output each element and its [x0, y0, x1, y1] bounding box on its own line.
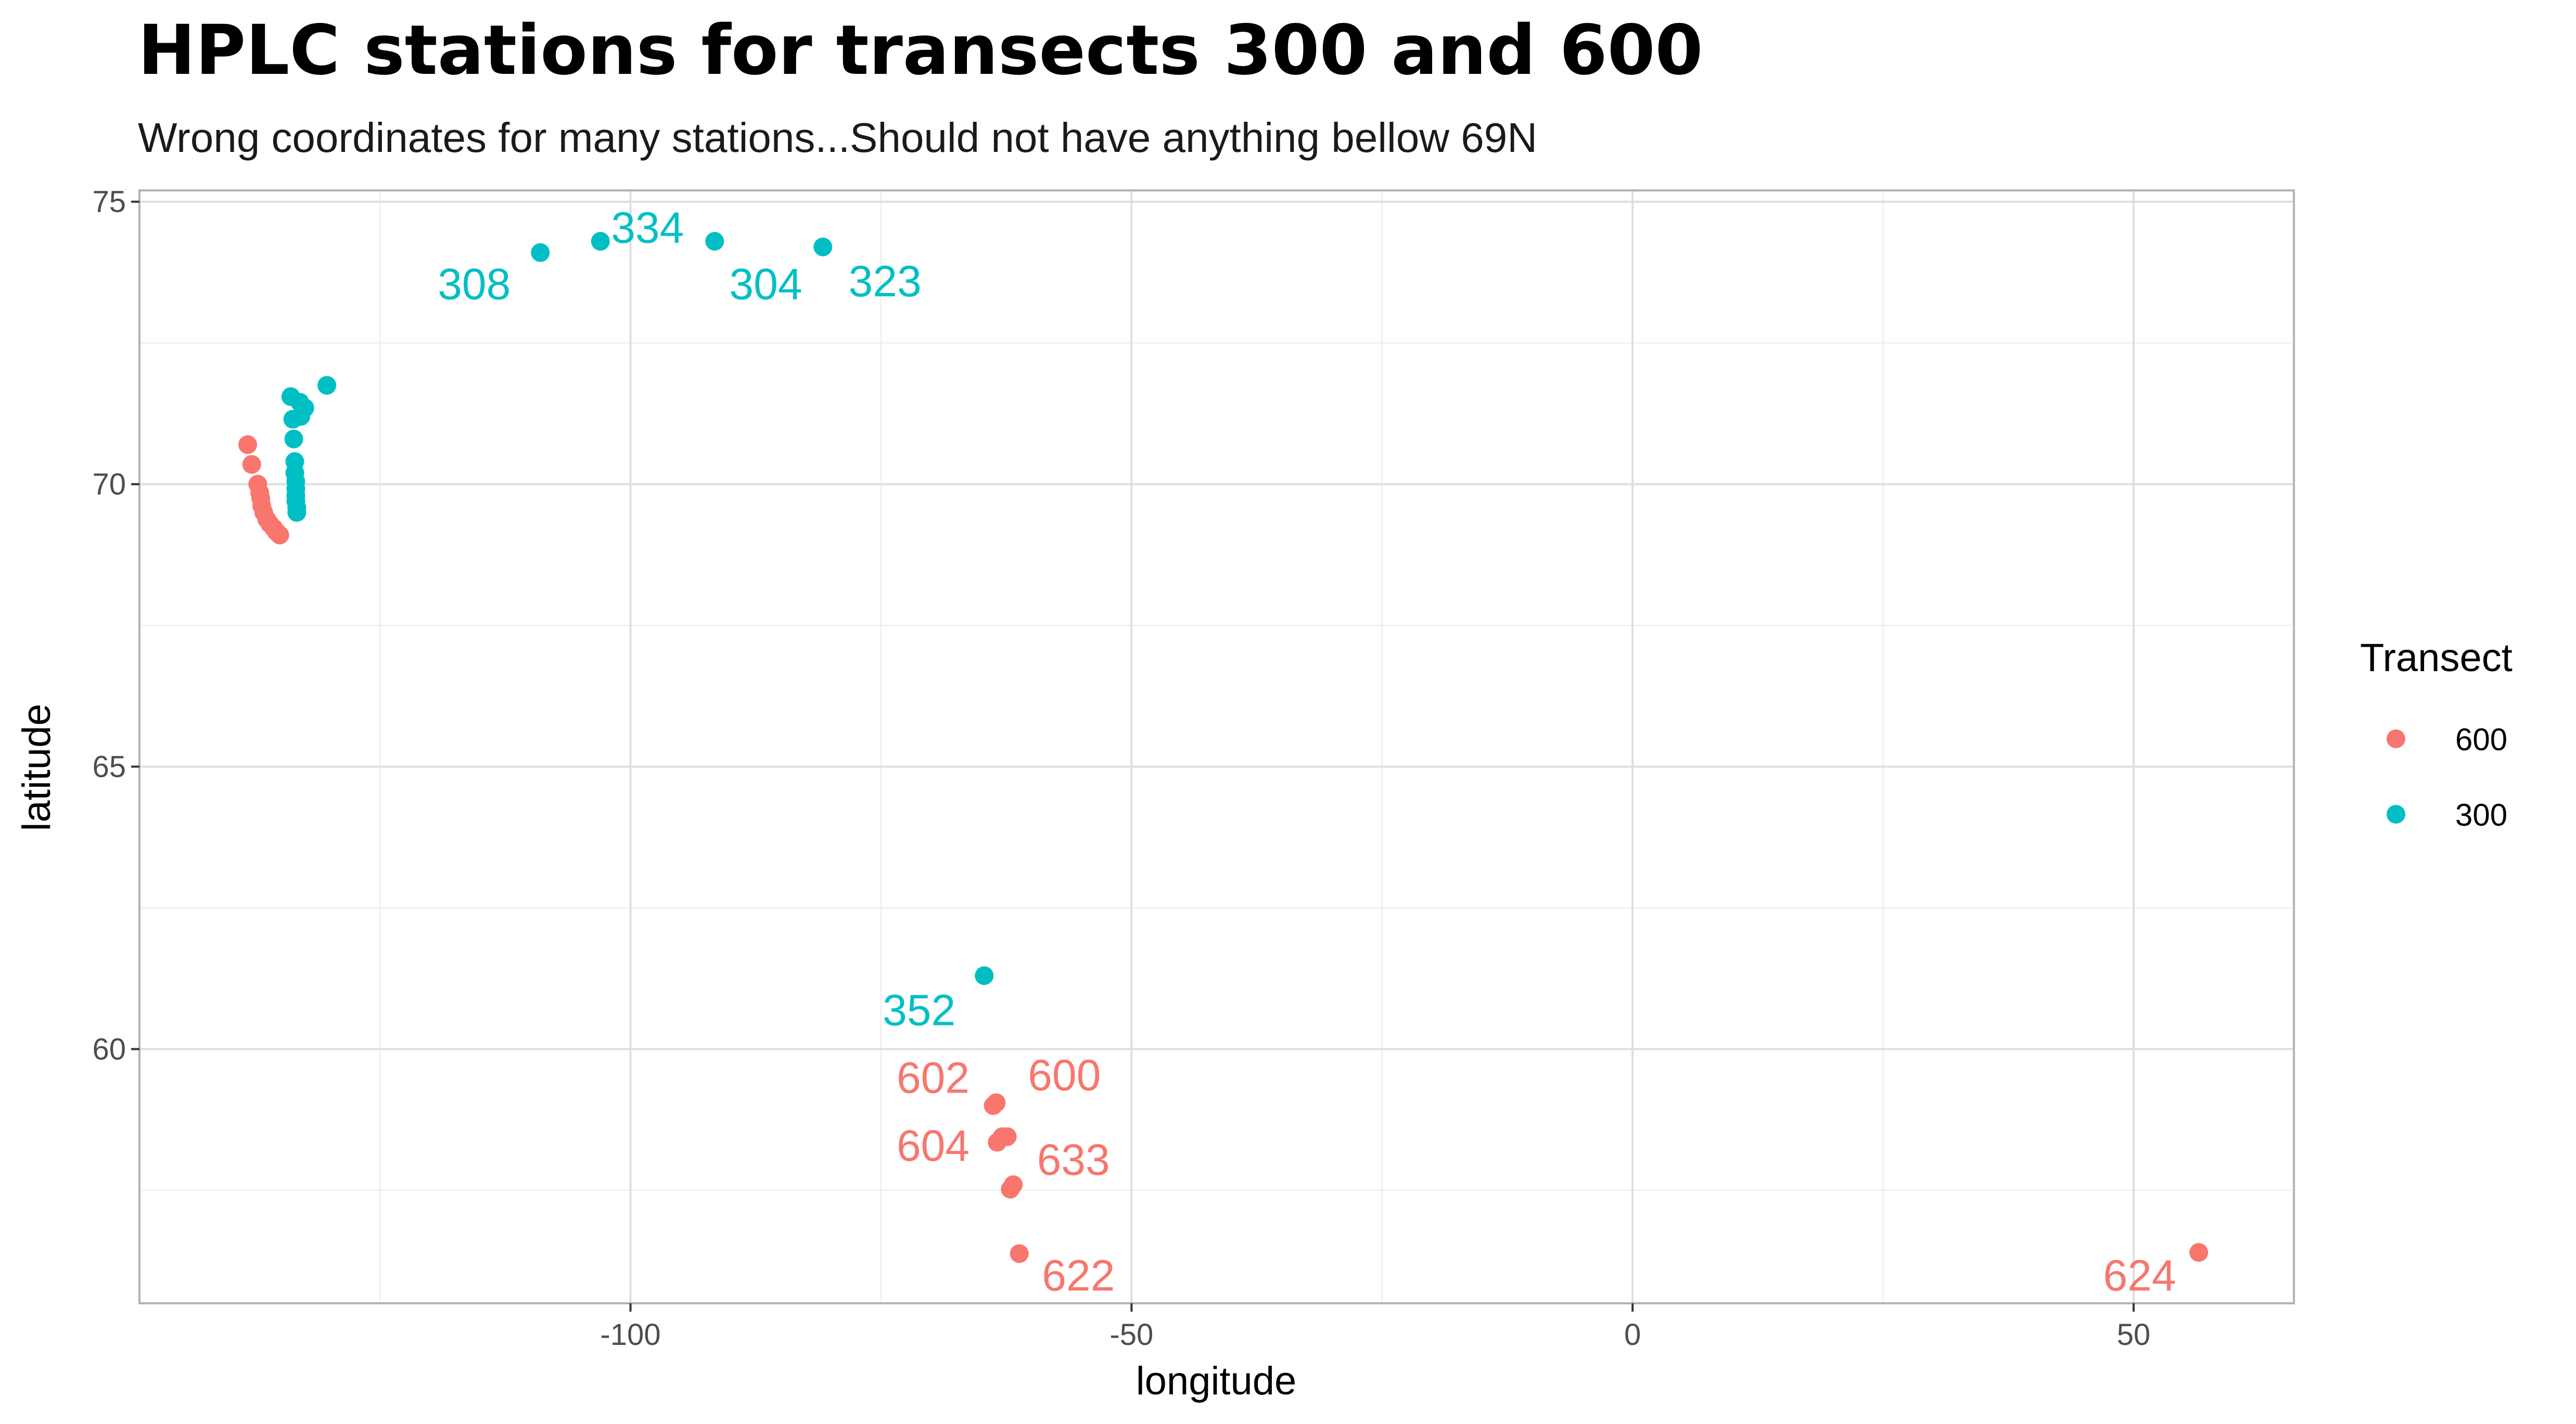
data-point-300 [284, 429, 303, 448]
station-label: 622 [1042, 1251, 1115, 1300]
station-label: 304 [729, 260, 802, 309]
data-point-600 [1010, 1244, 1029, 1263]
plot-background [139, 190, 2294, 1303]
y-axis-title: latitude [15, 703, 59, 831]
x-tick-label: 50 [2117, 1318, 2151, 1352]
data-point-300 [975, 966, 994, 985]
station-label: 600 [1028, 1050, 1101, 1099]
x-tick-label: -100 [600, 1318, 660, 1352]
station-label: 352 [883, 985, 955, 1034]
data-point-600 [270, 525, 289, 545]
station-label: 323 [849, 257, 922, 306]
legend-label-300: 300 [2455, 798, 2507, 832]
data-point-600 [1004, 1175, 1023, 1194]
legend-key-300 [2387, 805, 2405, 824]
data-point-600 [998, 1127, 1017, 1146]
x-tick-label: -50 [1110, 1318, 1153, 1352]
chart-title: HPLC stations for transects 300 and 600 [138, 10, 1703, 91]
data-point-600 [238, 435, 257, 454]
data-point-600 [242, 455, 261, 474]
data-point-300 [813, 237, 833, 256]
y-tick-label: 65 [92, 750, 126, 784]
data-point-600 [2189, 1243, 2209, 1262]
y-tick-label: 60 [92, 1032, 126, 1066]
data-point-300 [591, 232, 610, 251]
data-point-300 [283, 409, 302, 429]
plot-area: -100 -50 0 50 60 65 70 75 308 334 304 323 352 602 600 6… [92, 185, 2295, 1352]
legend-label-600: 600 [2455, 722, 2507, 757]
station-label: 624 [2103, 1251, 2176, 1300]
y-tick-label: 70 [92, 468, 126, 502]
legend-title: Transect [2360, 636, 2513, 680]
data-point-300 [531, 243, 550, 262]
chart-subtitle: Wrong coordinates for many stations...Sh… [138, 114, 1537, 161]
station-label: 308 [438, 260, 511, 309]
legend-key-600 [2387, 729, 2405, 748]
station-label: 334 [611, 203, 684, 252]
data-point-600 [987, 1093, 1006, 1112]
station-label: 633 [1037, 1135, 1110, 1184]
station-label: 604 [897, 1121, 970, 1170]
x-axis-title: longitude [1136, 1359, 1297, 1403]
data-point-300 [287, 503, 307, 522]
data-point-300 [317, 376, 337, 395]
x-tick-label: 0 [1624, 1318, 1641, 1352]
data-point-300 [705, 232, 724, 251]
legend: Transect 600 300 [2360, 636, 2513, 832]
plot-border [138, 189, 2295, 1304]
y-tick-label: 75 [92, 185, 126, 219]
station-label: 602 [897, 1054, 970, 1102]
